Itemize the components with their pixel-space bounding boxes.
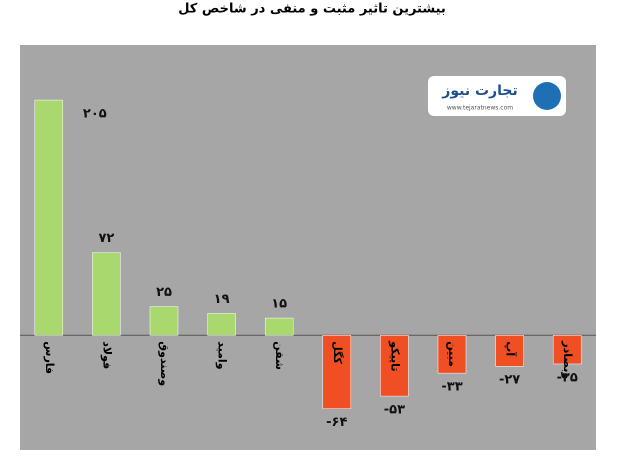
bar: [34, 99, 64, 336]
bar: [264, 317, 294, 336]
logo-name: تجارت نیوز: [441, 83, 517, 99]
value-label: ۷۲: [98, 231, 114, 246]
x-tick-label: مبین: [446, 341, 459, 367]
x-tick-label: وصندوق: [158, 341, 171, 386]
logo-box: [428, 76, 566, 116]
bar: [437, 335, 467, 374]
x-tick-label: وامید: [216, 341, 229, 369]
bar: [495, 335, 524, 367]
bar: [552, 335, 582, 365]
value-label: -۳۳: [441, 380, 462, 395]
value-label: ۲۵: [156, 285, 172, 300]
x-tick-label: شفن: [273, 341, 286, 370]
x-tick-label: کگل: [331, 341, 344, 364]
chart-title: بیشترین تاثیر مثبت و منفی در شاخص کل: [178, 2, 446, 17]
logo: تجارت نیوز www.tejaratnews.com: [428, 76, 566, 116]
x-tick-label: فارس: [43, 341, 56, 374]
value-label: -۵۳: [384, 403, 405, 418]
value-label: -۲۷: [499, 373, 520, 388]
bar: [322, 335, 352, 409]
x-tick-label: تاپیکو: [388, 340, 401, 371]
value-label: -۲۵: [557, 370, 578, 385]
x-tick-label: فولاد: [100, 341, 113, 369]
value-label: -۶۴: [326, 415, 347, 430]
value-label: ۲۰۵: [83, 107, 107, 122]
logo-url: www.tejaratnews.com: [447, 105, 513, 112]
bar: [380, 335, 409, 397]
x-tick-label: وبصادر: [561, 340, 574, 379]
bar: [149, 306, 179, 336]
bar: [92, 252, 121, 336]
logo-icon: [533, 82, 561, 110]
x-tick-label: آپ: [504, 341, 518, 356]
value-label: ۱۵: [271, 297, 287, 312]
value-label: ۱۹: [214, 292, 230, 307]
bar: [207, 313, 236, 336]
